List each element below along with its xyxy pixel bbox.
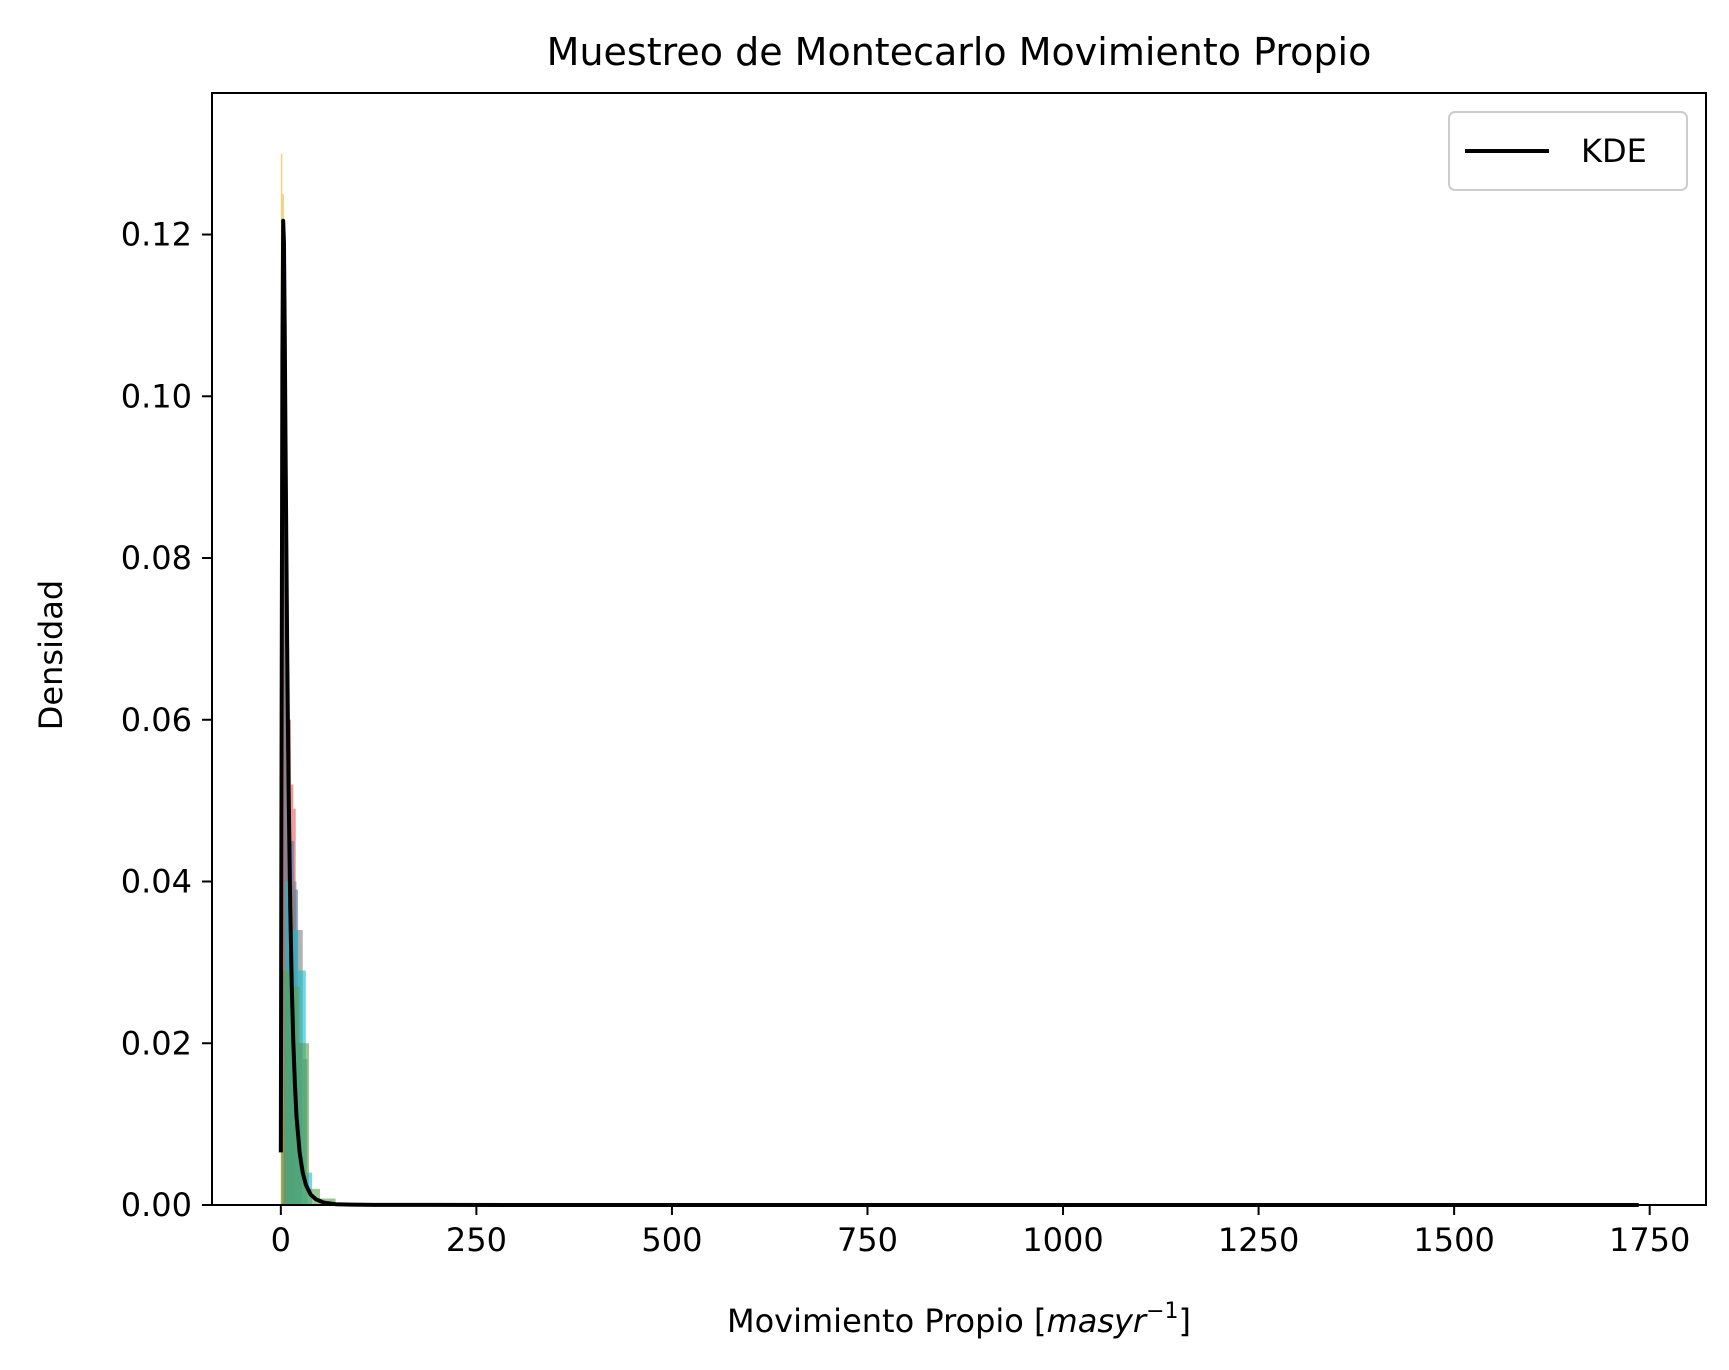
- y-tick-label: 0.02: [121, 1024, 192, 1062]
- x-axis-label-suffix: ]: [1179, 1302, 1191, 1340]
- y-tick-label: 0.12: [121, 216, 192, 254]
- x-tick-label: 250: [446, 1221, 507, 1259]
- x-axis: 0 250 500 750 1000 1250 1500 1750: [271, 1205, 1690, 1259]
- y-tick-label: 0.00: [121, 1186, 192, 1224]
- y-tick-label: 0.04: [121, 863, 192, 901]
- x-axis-label-math: masyr: [1047, 1302, 1148, 1340]
- x-axis-label: Movimiento Propio [masyr−1]: [727, 1299, 1191, 1340]
- x-tick-label: 0: [271, 1221, 291, 1259]
- hist-bar-s5-b0: [280, 970, 291, 1205]
- x-tick-label: 500: [641, 1221, 702, 1259]
- y-axis: 0.00 0.02 0.04 0.06 0.08 0.10 0.12: [121, 216, 212, 1224]
- x-axis-label-prefix: Movimiento Propio [: [727, 1302, 1047, 1340]
- hist-bar-s5-b2: [299, 1043, 309, 1205]
- legend-box: [1448, 111, 1688, 191]
- y-tick-label: 0.06: [121, 701, 192, 739]
- x-tick-label: 1500: [1413, 1221, 1494, 1259]
- plot-frame: [211, 92, 1707, 1206]
- x-tick-label: 1750: [1609, 1221, 1690, 1259]
- legend: KDE: [1448, 111, 1688, 191]
- x-tick-label: 1000: [1022, 1221, 1103, 1259]
- y-tick-label: 0.10: [121, 377, 192, 415]
- x-tick-label: 750: [837, 1221, 898, 1259]
- hist-bar-s2-b0: [283, 477, 288, 1205]
- x-axis-label-exponent: −1: [1146, 1299, 1178, 1324]
- y-tick-label: 0.08: [121, 539, 192, 577]
- legend-kde-label: KDE: [1581, 132, 1647, 170]
- chart-title: Muestreo de Montecarlo Movimiento Propio: [547, 30, 1372, 74]
- y-axis-label: Densidad: [32, 580, 70, 730]
- x-tick-label: 1250: [1218, 1221, 1299, 1259]
